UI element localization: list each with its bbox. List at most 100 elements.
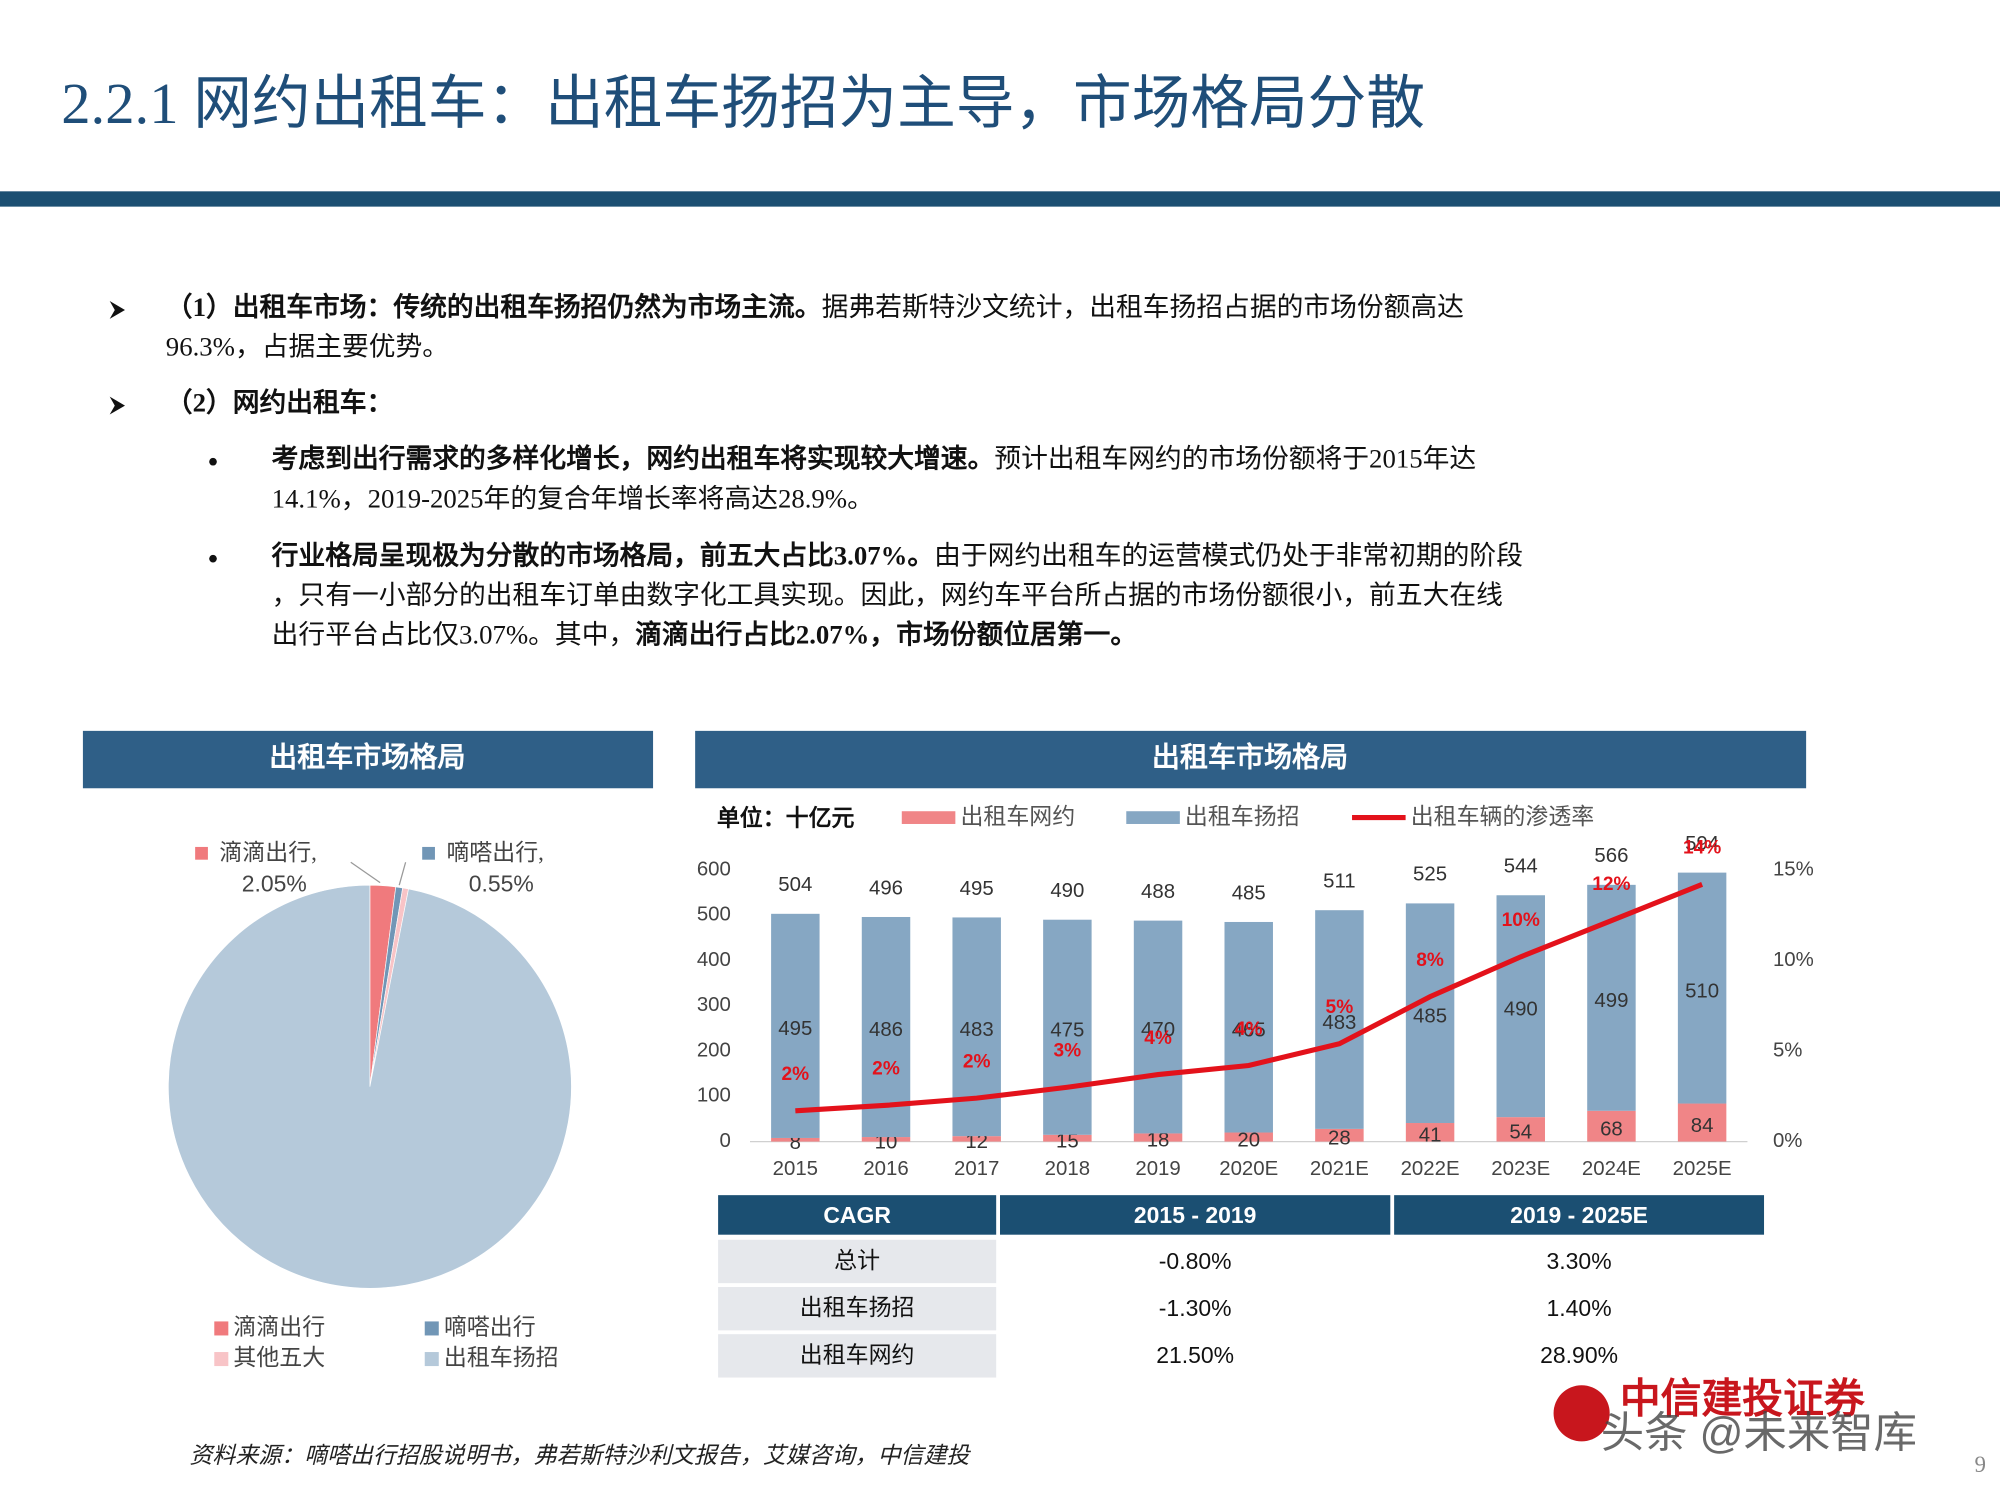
bar-segment [1224,921,1273,1133]
bar-segment [1043,919,1092,1135]
line-label: 3% [1054,1041,1082,1062]
data-label: 510 [1685,980,1719,1002]
y-tick-label: 600 [697,858,731,880]
bar-segment [1496,895,1545,1118]
text-segment: 96.3%，占据主要优势。 [166,332,449,362]
text-segment: 14.1%，2019-2025年的复合年增长率将高达28.9%。 [272,483,874,513]
slide-title: 2.2.1 网约出租车：出租车扬招为主导，市场格局分散 [61,71,1425,136]
bullet-text: 14.1%，2019-2025年的复合年增长率将高达28.9%。 [272,483,874,513]
data-label: 499 [1594,990,1628,1012]
legend-swatch [214,1321,229,1336]
legend-swatch [424,1352,439,1367]
table-header: 2015 - 2019 [1134,1202,1256,1228]
table-header: CAGR [823,1202,891,1228]
text-segment: 出行平台占比仅3.07%。其中， [272,620,636,650]
line-label: 14% [1683,838,1721,859]
x-tick-label: 2022E [1401,1158,1460,1180]
total-label: 544 [1504,856,1538,878]
legend-label: 出租车网约 [960,804,1075,829]
bar-segment [771,913,820,1138]
bar-segment [1315,910,1364,1129]
callout-label: 滴滴出行, [219,840,317,865]
bullet-text: （1）出租车市场：传统的出租车扬招仍然为市场主流。据弗若斯特沙文统计，出租车扬招… [166,291,1464,322]
line-label: 8% [1416,950,1444,971]
legend-swatch [901,811,956,824]
bar-segment [1224,1132,1273,1142]
table-cell: -1.30% [1159,1295,1232,1321]
logo-icon [1553,1385,1610,1442]
x-tick-label: 2018 [1045,1158,1090,1180]
x-tick-label: 2015 [773,1158,818,1180]
page-number: 9 [1974,1452,1985,1477]
total-label: 566 [1594,845,1628,867]
legend-swatch [1126,811,1180,824]
data-label: 0.55% [469,870,534,896]
table-row-header [718,1334,997,1378]
text-segment: 行业格局呈现极为分散的市场格局，前五大占比3.07%。 [271,540,934,571]
total-label: 511 [1323,871,1356,893]
table-cell: 3.30% [1547,1248,1612,1274]
bar-segment [1133,920,1183,1134]
x-tick-label: 2021E [1310,1158,1369,1180]
line-series [795,882,1704,1114]
line-label: 12% [1592,874,1630,895]
total-label: 495 [960,878,994,900]
x-tick-label: 2023E [1491,1158,1550,1180]
y2-tick-label: 10% [1773,949,1814,971]
table-header-cell [1394,1195,1765,1235]
bullet-text: 出行平台占比仅3.07%。其中，滴滴出行占比2.07%，市场份额位居第一。 [272,619,1137,650]
unit-label: 单位：十亿元 [717,804,855,830]
bar-segment [952,1136,1001,1142]
table-cell: 出租车网约 [800,1342,915,1367]
legend-swatch [424,1321,439,1336]
legend-label: 出租车辆的渗透率 [1411,804,1595,829]
table-header-cell [1000,1195,1391,1235]
data-label: 18 [1147,1130,1170,1152]
line-label: 10% [1502,910,1540,931]
callout-line [350,861,381,884]
data-label: 20 [1237,1129,1260,1151]
data-label: 15 [1056,1130,1079,1152]
text-segment: 考虑到出行需求的多样化增长，网约出租车将实现较大增速。 [272,443,995,474]
data-label: 490 [1504,998,1538,1020]
text-segment: 由于网约出租车的运营模式仍处于非常初期的阶段 [934,541,1523,571]
y-tick-label: 200 [697,1039,731,1061]
table-cell: -0.80% [1159,1248,1232,1274]
x-tick-label: 2019 [1135,1158,1180,1180]
bullet-text: 行业格局呈现极为分散的市场格局，前五大占比3.07%。由于网约出租车的运营模式仍… [271,540,1523,571]
table-header: 2019 - 2025E [1510,1202,1648,1228]
total-label: 594 [1685,833,1719,855]
logo: 中信建投证券 [1620,1376,1866,1421]
panel-title: 出租车市场格局 [269,741,465,774]
bar-segment [861,1137,911,1142]
bar-segment [771,1137,820,1142]
bar-segment [1496,1117,1545,1142]
bullet-text: 考虑到出行需求的多样化增长，网约出租车将实现较大增速。预计出租车网约的市场份额将… [272,443,1476,474]
total-label: 488 [1141,881,1175,903]
total-label: 496 [869,877,903,899]
callout-label: 嘀嗒出行, [446,840,544,865]
y-tick-label: 300 [697,994,731,1016]
text-segment: ，只有一小部分的出租车订单由数字化工具实现。因此，网约车平台所占据的市场份额很小… [272,580,1503,610]
table-cell: 总计 [834,1248,880,1273]
bar-segment [1315,1128,1364,1142]
data-label: 2.05% [242,870,307,896]
bar-segment [861,916,911,1138]
text-segment: 预计出租车网约的市场份额将于2015年达 [994,444,1476,474]
pie-slice [168,884,572,1289]
bullet-text: （2）网约出租车： [166,387,394,418]
legend-label: 出租车扬招 [1185,804,1300,829]
data-label: 68 [1600,1118,1623,1140]
text-segment: （2）网约出租车： [166,387,394,418]
y-tick-label: 0 [720,1130,731,1152]
bar-segment [1405,1123,1455,1142]
data-label: 470 [1141,1019,1175,1041]
legend-label: 其他五大 [233,1345,325,1370]
table-cell: 21.50% [1156,1342,1234,1368]
table-row-header [718,1239,997,1284]
data-label: 28 [1328,1127,1351,1149]
bar-segment [1677,872,1727,1104]
panel-title: 出租车市场格局 [1152,741,1348,774]
line-label: 2% [963,1051,991,1072]
